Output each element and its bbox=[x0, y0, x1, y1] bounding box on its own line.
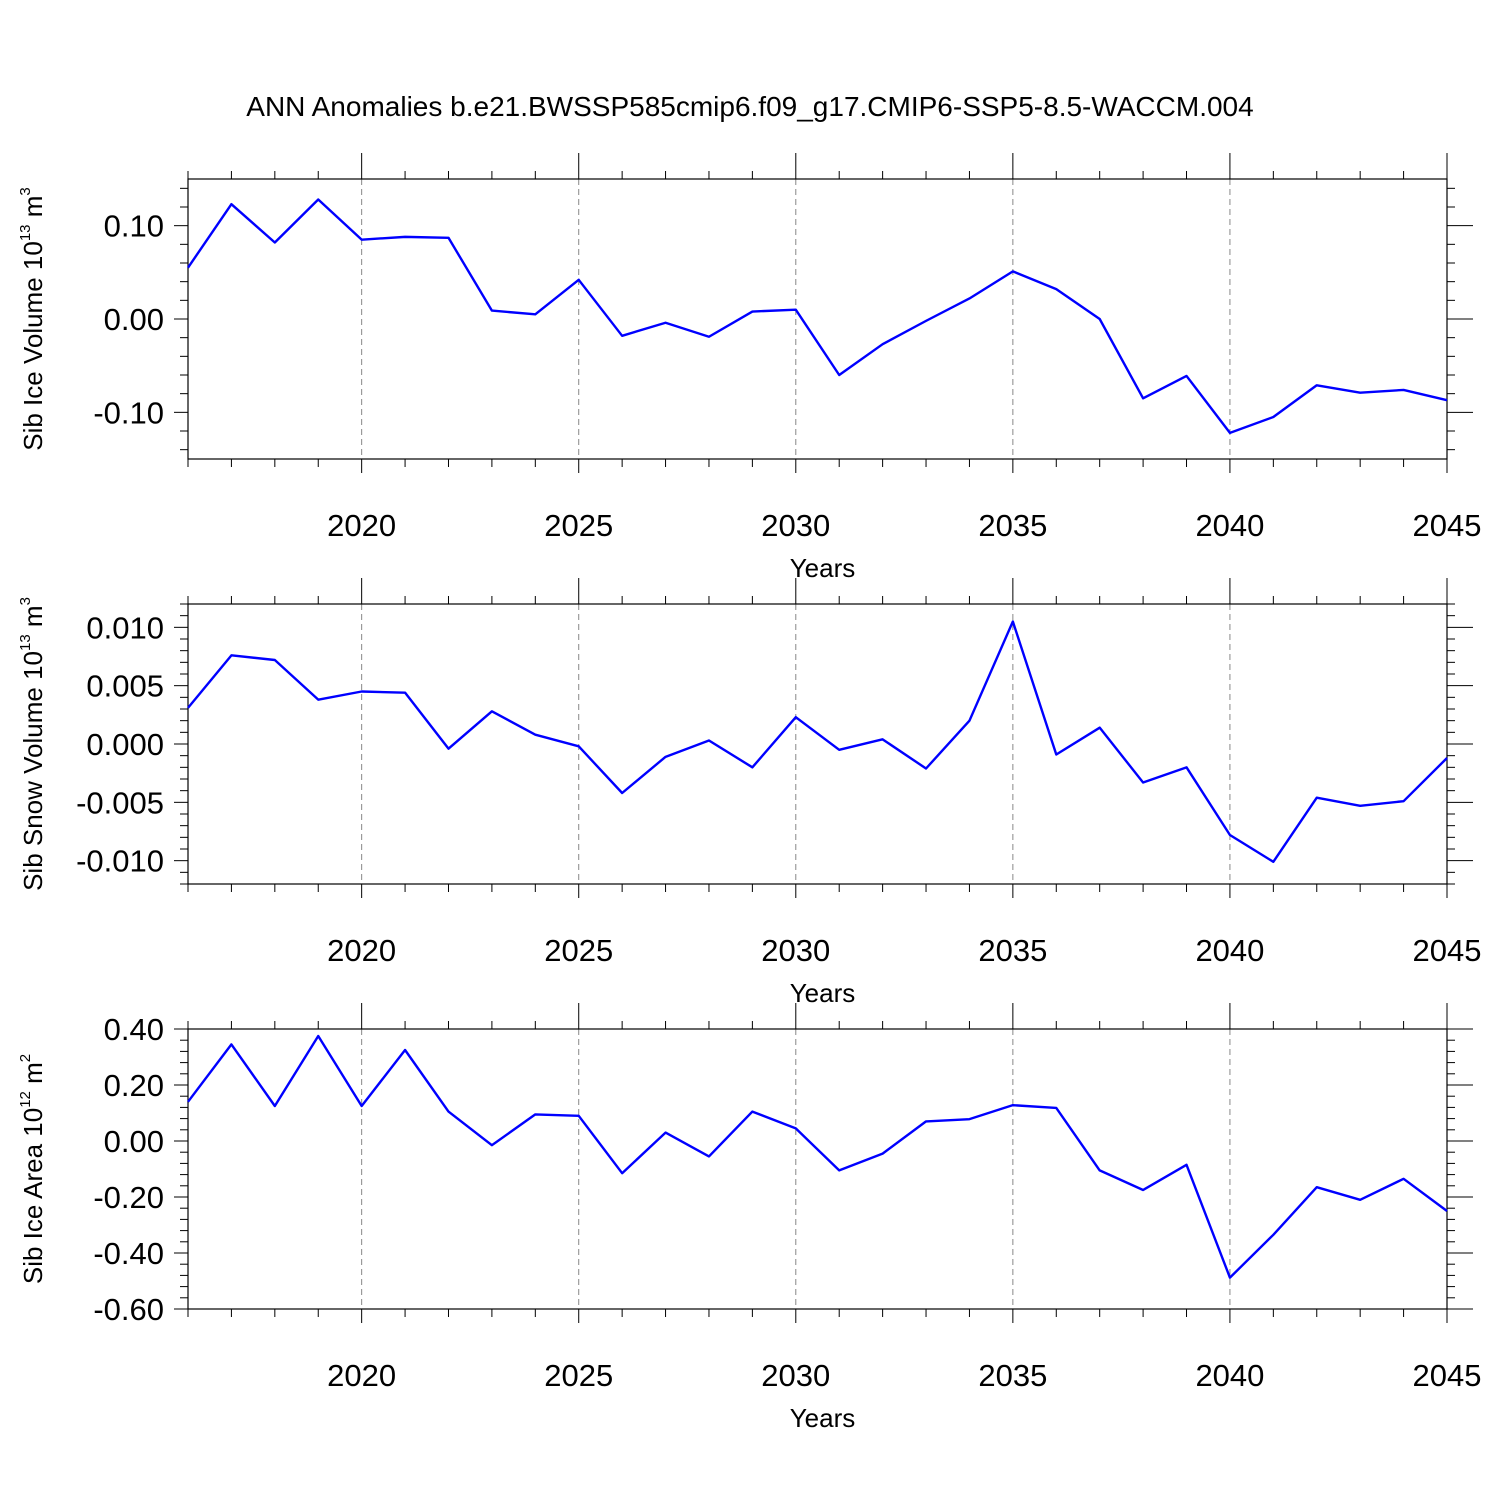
chart-panel-1: -0.10 0.00 0.10 2020 2025 2030 2035 2040 2045 Yea… bbox=[17, 153, 1481, 583]
y-axis-label-part: m bbox=[18, 196, 48, 225]
x-axis-label: Years bbox=[790, 978, 856, 1008]
data-line bbox=[187, 1034, 1448, 1279]
y-tick-label: 0.010 bbox=[86, 610, 164, 645]
y-tick-label: 0.10 bbox=[104, 209, 164, 244]
x-tick-label: 2030 bbox=[761, 1358, 830, 1393]
y-tick-label: 0.00 bbox=[104, 302, 164, 337]
y-axis-label-part: m bbox=[18, 605, 48, 634]
panels: -0.10 0.00 0.10 2020 2025 2030 2035 2040 2045 Yea… bbox=[17, 153, 1481, 1433]
chart-panel-3: -0.60 -0.40 -0.20 0.00 0.20 0.40 2020 2025 2030 2… bbox=[17, 1003, 1481, 1433]
y-axis-label-superscript: 12 bbox=[17, 1091, 34, 1108]
y-axis-label-superscript: 3 bbox=[17, 187, 34, 195]
data-line bbox=[187, 620, 1448, 864]
x-tick-label: 2020 bbox=[327, 508, 396, 543]
x-tick-label: 2025 bbox=[544, 1358, 613, 1393]
y-tick-label: -0.005 bbox=[76, 785, 164, 820]
y-axis-label-part: m bbox=[18, 1062, 48, 1091]
chart-panel-2: -0.010 -0.005 0.000 0.005 0.010 2020 2025 2030 2… bbox=[17, 578, 1481, 1008]
plot-frame bbox=[187, 603, 1448, 885]
y-tick-label: 0.000 bbox=[86, 727, 164, 762]
chart-title: ANN Anomalies b.e21.BWSSP585cmip6.f09_g1… bbox=[246, 91, 1253, 122]
plot-frame bbox=[187, 178, 1448, 460]
y-axis-label: Sib Snow Volume 1013 m3 bbox=[17, 597, 48, 891]
y-axis-label: Sib Ice Area 1012 m2 bbox=[17, 1054, 48, 1284]
x-tick-label: 2030 bbox=[761, 508, 830, 543]
y-tick-label: -0.10 bbox=[93, 395, 164, 430]
y-axis-label-part: Sib Ice Area 10 bbox=[18, 1108, 48, 1284]
x-tick-label: 2025 bbox=[544, 933, 613, 968]
x-tick-label: 2040 bbox=[1195, 1358, 1264, 1393]
y-axis-label: Sib Ice Volume 1013 m3 bbox=[17, 187, 48, 451]
y-axis-label-superscript: 13 bbox=[17, 634, 34, 651]
y-tick-label: -0.010 bbox=[76, 844, 164, 879]
x-tick-label: 2045 bbox=[1413, 1358, 1482, 1393]
x-tick-label: 2045 bbox=[1413, 933, 1482, 968]
x-tick-label: 2020 bbox=[327, 1358, 396, 1393]
x-tick-label: 2035 bbox=[978, 508, 1047, 543]
y-axis-label-superscript: 13 bbox=[17, 224, 34, 241]
y-tick-label: -0.20 bbox=[93, 1180, 164, 1215]
plot-frame bbox=[187, 1028, 1448, 1310]
x-axis-label: Years bbox=[790, 553, 856, 583]
y-tick-label: 0.00 bbox=[104, 1124, 164, 1159]
x-tick-label: 2030 bbox=[761, 933, 830, 968]
x-tick-label: 2045 bbox=[1413, 508, 1482, 543]
y-tick-label: 0.005 bbox=[86, 669, 164, 704]
x-tick-label: 2020 bbox=[327, 933, 396, 968]
x-tick-label: 2035 bbox=[978, 1358, 1047, 1393]
y-tick-label: -0.60 bbox=[93, 1292, 164, 1327]
x-tick-label: 2040 bbox=[1195, 508, 1264, 543]
y-axis-label-part: Sib Ice Volume 10 bbox=[18, 241, 48, 451]
x-tick-label: 2035 bbox=[978, 933, 1047, 968]
y-tick-label: -0.40 bbox=[93, 1236, 164, 1271]
data-line bbox=[187, 198, 1448, 435]
y-tick-label: 0.20 bbox=[104, 1068, 164, 1103]
y-axis-label-superscript: 3 bbox=[17, 597, 34, 605]
y-tick-label: 0.40 bbox=[104, 1012, 164, 1047]
x-tick-label: 2025 bbox=[544, 508, 613, 543]
y-axis-label-superscript: 2 bbox=[17, 1054, 34, 1062]
y-axis-label-part: Sib Snow Volume 10 bbox=[18, 651, 48, 891]
x-tick-label: 2040 bbox=[1195, 933, 1264, 968]
x-axis-label: Years bbox=[790, 1403, 856, 1433]
